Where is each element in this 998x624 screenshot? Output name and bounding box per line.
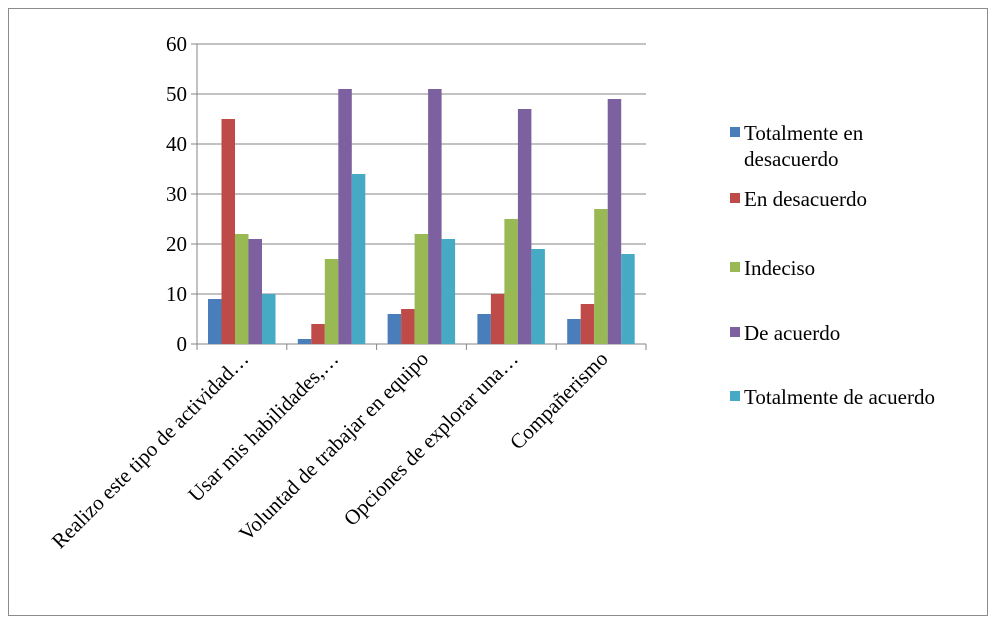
- bar: [441, 239, 456, 344]
- legend-swatch: [730, 327, 740, 337]
- x-tick-label: Opciones de explorar una…: [339, 347, 523, 531]
- bar: [324, 259, 339, 344]
- chart-frame: 0 10 20 30 40 50 60 Realizo este tipo de activ…: [8, 8, 988, 616]
- gridlines: [197, 43, 646, 295]
- x-tick-labels: Realizo este tipo de actividad…Usar mis …: [47, 347, 613, 554]
- bar: [504, 219, 518, 344]
- y-tick-label: 20: [166, 232, 187, 256]
- bar: [580, 304, 595, 344]
- bar: [621, 254, 635, 344]
- legend-item: En desacuerdo: [730, 187, 867, 211]
- bar: [262, 294, 276, 344]
- bar: [517, 109, 532, 344]
- legend-item: De acuerdo: [730, 321, 840, 345]
- legend-swatch: [730, 193, 740, 203]
- bar-chart: 0 10 20 30 40 50 60 Realizo este tipo de activ…: [47, 32, 935, 554]
- bar: [235, 234, 249, 344]
- legend-label: De acuerdo: [744, 321, 840, 345]
- bar: [311, 324, 325, 344]
- bar: [351, 174, 366, 344]
- y-tick-labels: 0 10 20 30 40 50 60: [166, 32, 187, 356]
- bar: [428, 89, 442, 344]
- bars: [208, 89, 635, 344]
- y-tick-label: 40: [166, 132, 187, 156]
- legend-label: Totalmente de acuerdo: [744, 385, 935, 409]
- y-tick-label: 10: [166, 282, 187, 306]
- legend-label: Totalmente en: [744, 121, 864, 145]
- x-tick-label: Usar mis habilidades,…: [183, 347, 343, 507]
- x-tick-label: Voluntad de trabajar en equipo: [234, 347, 433, 546]
- legend-label: En desacuerdo: [744, 187, 867, 211]
- bar: [567, 319, 581, 344]
- legend-item: Totalmente de acuerdo: [730, 385, 935, 409]
- y-tick-label: 30: [166, 182, 187, 206]
- legend-swatch: [730, 127, 740, 137]
- bar: [414, 234, 429, 344]
- y-tick-label: 60: [166, 32, 187, 56]
- bar: [490, 294, 505, 344]
- y-tick-label: 50: [166, 82, 187, 106]
- bar: [594, 209, 608, 344]
- bar: [297, 339, 312, 344]
- legend-label: desacuerdo: [744, 147, 838, 171]
- legend-swatch: [730, 262, 740, 272]
- legend-label: Indeciso: [744, 256, 815, 280]
- bar: [221, 119, 235, 344]
- bar: [477, 314, 491, 344]
- bar: [208, 299, 222, 344]
- bar: [607, 99, 622, 344]
- legend-item: Indeciso: [730, 256, 815, 280]
- legend-swatch: [730, 391, 740, 401]
- y-tick-label: 0: [177, 332, 188, 356]
- bar: [338, 89, 352, 344]
- bar: [401, 309, 415, 344]
- bar: [248, 239, 262, 344]
- bar: [387, 314, 402, 344]
- bar: [531, 249, 545, 344]
